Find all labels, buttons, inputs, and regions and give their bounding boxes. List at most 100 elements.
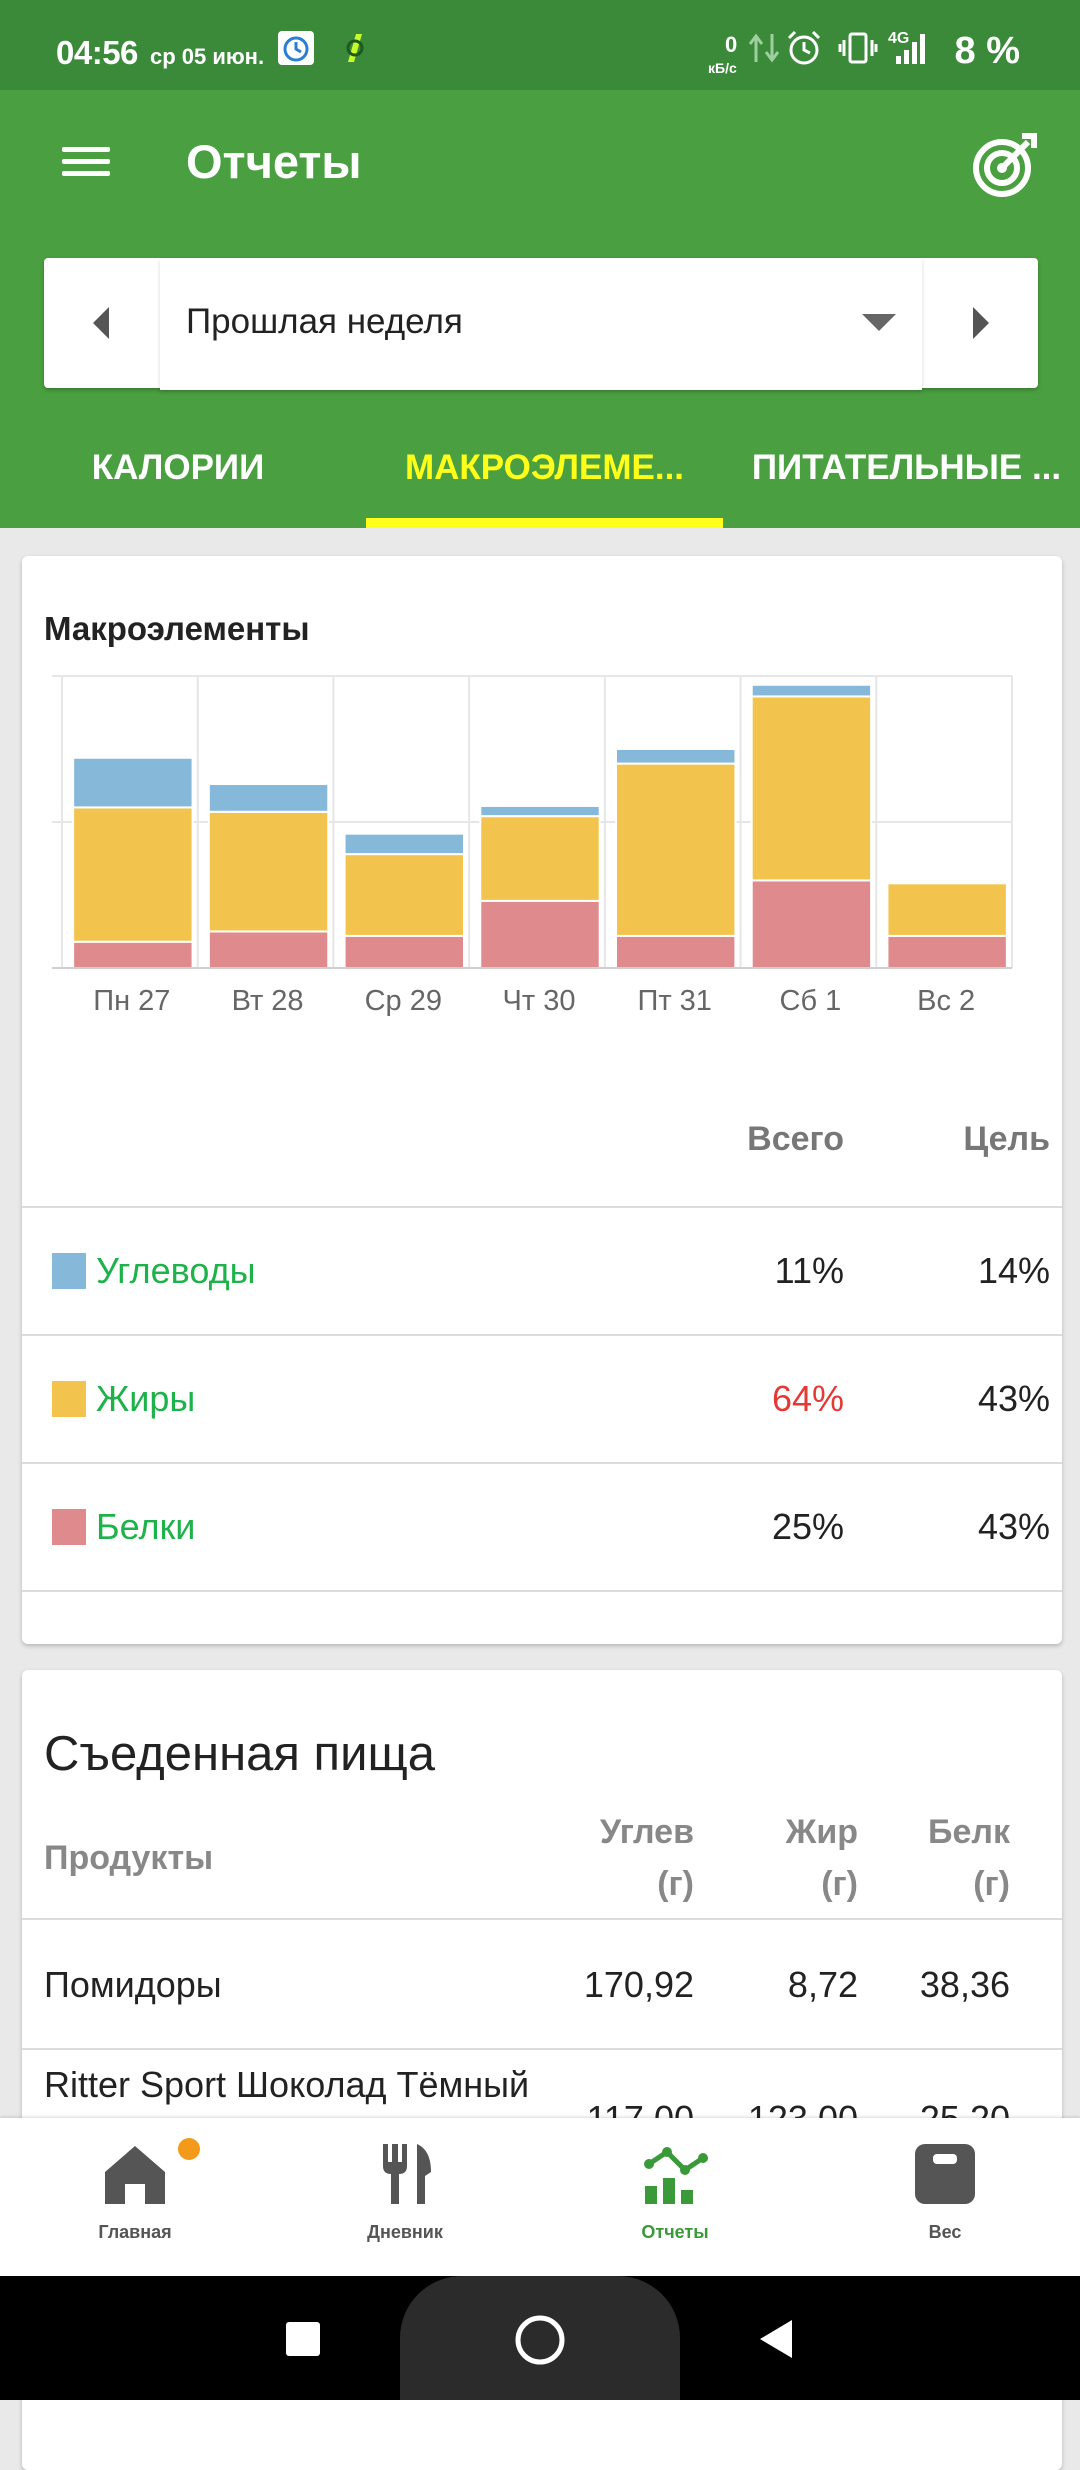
x-tick-label: Чт 30	[503, 985, 576, 1017]
period-selector: Прошлая неделя	[44, 258, 1038, 390]
system-navigation-bar	[0, 2276, 1080, 2400]
scale-icon	[915, 2144, 975, 2204]
food-row[interactable]: Помидоры 170,92 8,72 38,36	[22, 1920, 1062, 2048]
notification-dot	[178, 2138, 200, 2160]
macro-total: 64%	[771, 1378, 844, 1419]
net-speed: 0	[725, 32, 738, 57]
macro-row-fat[interactable]: Жиры 64% 43%	[22, 1336, 1062, 1462]
nav-diary-label: Дневник	[367, 2222, 443, 2242]
status-date: ср 05 июн.	[150, 44, 265, 69]
period-dropdown[interactable]: Прошлая неделя	[160, 258, 922, 390]
status-bar: 04:56 ср 05 июн. 0 кБ/с 4G 8 %	[0, 0, 1080, 90]
nav-reports[interactable]: Отчеты	[540, 2118, 810, 2276]
chevron-left-icon	[93, 307, 109, 339]
cycle-app-icon	[346, 34, 364, 62]
status-time: 04:56	[56, 34, 138, 71]
food-name: Помидоры	[44, 1964, 222, 2005]
x-tick-label: Сб 1	[780, 985, 842, 1017]
nav-weight[interactable]: Вес	[810, 2118, 1080, 2276]
bar-Углеводы-Пт 31	[615, 748, 737, 765]
col-carbs-header: Углев (г)	[599, 1813, 694, 1903]
bar-Белки-Пт 31	[615, 934, 737, 970]
macros-title: Макроэлементы	[44, 610, 310, 647]
report-tabs: КАЛОРИИ МАКРОЭЛЕМЕ... ПИТАТЕЛЬНЫЕ ...	[0, 408, 1080, 528]
macro-goal: 43%	[977, 1506, 1050, 1547]
macro-total: 11%	[774, 1250, 844, 1291]
col-protein-header: Белк (г)	[928, 1813, 1010, 1903]
nav-diary[interactable]: Дневник	[270, 2118, 540, 2276]
bar-Жиры-Вс 2	[886, 882, 1008, 937]
tab-macros[interactable]: МАКРОЭЛЕМЕ...	[404, 448, 685, 487]
dropdown-arrow-icon	[862, 314, 896, 331]
bar-Жиры-Вт 28	[207, 810, 330, 933]
nav-home-label: Главная	[98, 2222, 172, 2242]
food-fat: 8,72	[787, 1964, 858, 2005]
col-products-header: Продукты	[44, 1839, 214, 1877]
food-protein: 38,36	[919, 1964, 1010, 2005]
bar-Белки-Чт 30	[479, 899, 601, 969]
bar-Углеводы-Пн 27	[72, 756, 194, 809]
bar-Жиры-Пн 27	[72, 806, 194, 943]
tab-calories[interactable]: КАЛОРИИ	[91, 448, 265, 487]
bar-Углеводы-Вт 28	[207, 783, 330, 813]
col-fat-header: Жир (г)	[785, 1813, 858, 1903]
macro-goal: 14%	[977, 1250, 1050, 1291]
x-tick-label: Пн 27	[93, 985, 170, 1017]
macro-row-carbs[interactable]: Углеводы 11% 14%	[22, 1208, 1062, 1334]
food-name: Ritter Sport Шоколад Тёмный	[44, 2064, 530, 2105]
app-bar: Отчеты Прошлая неделя КАЛОРИИ МАКРОЭЛЕМЕ…	[0, 90, 1080, 528]
x-tick-label: Вс 2	[917, 985, 975, 1017]
vibrate-icon	[838, 32, 878, 64]
x-tick-label: Вт 28	[232, 985, 304, 1017]
network-type: 4G	[888, 30, 910, 47]
fat-swatch	[52, 1381, 86, 1417]
goal-target-icon[interactable]	[964, 126, 1044, 206]
menu-icon	[62, 147, 110, 152]
tab-nutrients[interactable]: ПИТАТЕЛЬНЫЕ ...	[751, 448, 1062, 487]
home-button[interactable]	[512, 2312, 568, 2368]
bar-Углеводы-Сб 1	[750, 683, 873, 698]
macro-row-protein[interactable]: Белки 25% 43%	[22, 1464, 1062, 1590]
protein-swatch	[52, 1509, 86, 1545]
x-tick-label: Пт 31	[637, 985, 711, 1017]
divider	[22, 1590, 1062, 1592]
battery-level: 8 %	[954, 30, 1020, 72]
chevron-right-icon	[973, 307, 989, 339]
macros-chart: Пн 27 Вт 28 Ср 29 Чт 30 Пт 31 Сб 1 Вс 2	[52, 675, 1013, 1017]
divider	[22, 1206, 1062, 1208]
food-carbs: 170,92	[583, 1964, 694, 2005]
bar-Углеводы-Ср 29	[343, 832, 466, 856]
home-pill	[400, 2276, 680, 2400]
divider	[22, 2048, 1062, 2050]
nav-home[interactable]: Главная	[0, 2118, 270, 2276]
period-value: Прошлая неделя	[186, 302, 463, 341]
chart-icon	[644, 2147, 708, 2204]
menu-button[interactable]	[56, 140, 116, 200]
eaten-food-title: Съеденная пища	[44, 1727, 436, 1781]
prev-period-button[interactable]	[44, 258, 160, 388]
macro-name: Белки	[96, 1506, 196, 1547]
net-unit: кБ/с	[708, 60, 737, 76]
col-goal-header: Цель	[963, 1120, 1050, 1158]
bar-Жиры-Пт 31	[615, 762, 737, 937]
divider	[22, 1918, 1062, 1920]
nav-reports-label: Отчеты	[641, 2222, 709, 2242]
bar-Жиры-Сб 1	[750, 695, 873, 882]
carbs-swatch	[52, 1253, 86, 1289]
bar-Белки-Ср 29	[343, 934, 466, 970]
home-icon	[105, 2146, 165, 2204]
next-period-button[interactable]	[922, 258, 1038, 388]
col-total-header: Всего	[747, 1120, 844, 1158]
bar-Жиры-Ср 29	[343, 853, 466, 937]
macro-goal: 43%	[977, 1378, 1050, 1419]
fork-knife-icon	[383, 2144, 431, 2204]
back-button[interactable]	[756, 2318, 796, 2360]
alarm-icon	[787, 30, 821, 65]
bar-Белки-Вт 28	[207, 930, 330, 969]
bottom-navigation: Главная Дневник Отчеты Вес	[0, 2118, 1080, 2276]
x-tick-label: Ср 29	[365, 985, 442, 1017]
active-tab-indicator	[366, 518, 723, 528]
divider	[22, 1334, 1062, 1336]
macros-card: Макроэлементы Пн 27 Вт 28 Ср 29 Чт 30 Пт 31 С…	[22, 556, 1062, 1644]
recents-button[interactable]	[284, 2320, 322, 2358]
